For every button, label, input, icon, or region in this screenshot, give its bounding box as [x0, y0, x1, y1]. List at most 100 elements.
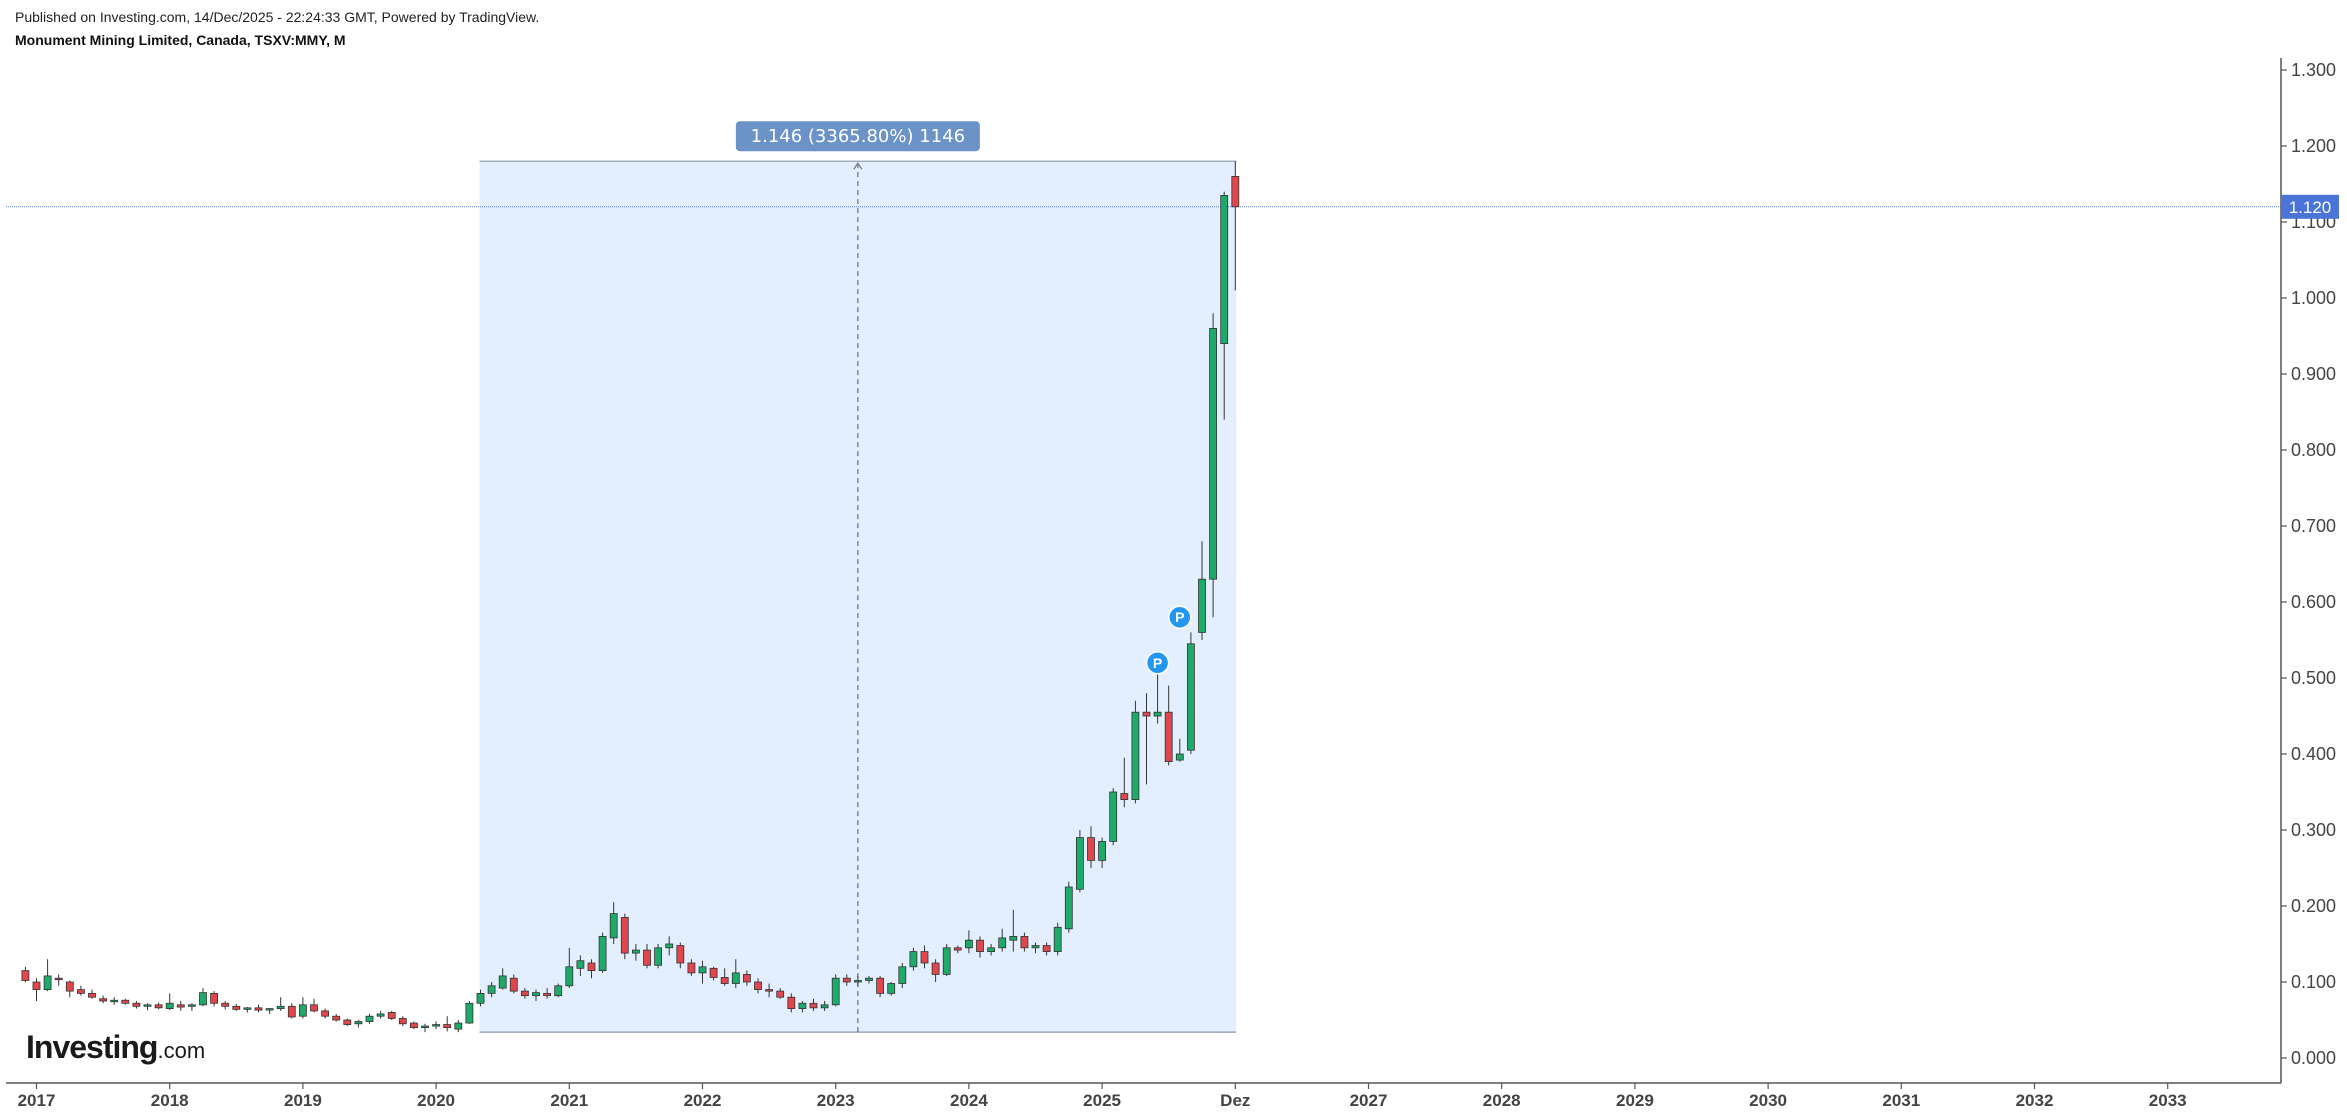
candle-body: [731, 972, 740, 984]
candle: [77, 985, 85, 996]
candle: [99, 995, 107, 1004]
candle-body: [43, 975, 52, 990]
candle-body: [831, 977, 840, 1006]
candle-body: [187, 1004, 196, 1007]
candle-body: [443, 1024, 452, 1029]
candle: [687, 959, 696, 976]
candle-body: [787, 996, 796, 1010]
x-tick-label: Dez: [1220, 1091, 1250, 1110]
candle-body: [343, 1019, 352, 1025]
candle-body: [421, 1025, 429, 1028]
marker-label: P: [1175, 609, 1184, 625]
x-tick-label: 2027: [1350, 1091, 1388, 1110]
candle-body: [221, 1002, 230, 1007]
candle: [132, 1001, 141, 1009]
candle: [1231, 161, 1240, 291]
event-marker: P: [1168, 605, 1192, 629]
candle: [609, 902, 618, 944]
candle: [165, 993, 174, 1011]
investing-logo: Investing.com: [26, 1029, 205, 1066]
candle: [465, 1001, 474, 1024]
candle: [1031, 942, 1040, 954]
candle-body: [532, 992, 540, 997]
y-tick-label: 1.000: [2291, 288, 2336, 308]
y-tick-label: 0.400: [2291, 744, 2336, 764]
candle-body: [165, 1002, 174, 1010]
candle-body: [298, 1004, 307, 1017]
logo-brand: Investing: [26, 1029, 158, 1065]
candle: [376, 1010, 385, 1019]
candle-body: [276, 1005, 285, 1010]
candle: [1087, 826, 1095, 868]
candle-body: [232, 1005, 241, 1010]
candle-body: [687, 962, 696, 974]
x-tick-label: 2031: [1882, 1091, 1920, 1110]
candle: [1076, 830, 1084, 893]
candle-body: [865, 977, 873, 981]
candle-body: [132, 1002, 141, 1007]
candle-body: [332, 1015, 341, 1021]
candle: [554, 983, 563, 998]
candle-body: [665, 943, 674, 949]
candle: [1020, 932, 1029, 952]
candle: [898, 963, 907, 989]
candle: [154, 1002, 163, 1010]
candle-body: [709, 967, 718, 978]
candle-body: [1187, 643, 1195, 751]
candle: [809, 998, 818, 1011]
candle-body: [1175, 753, 1184, 761]
candle-body: [365, 1015, 374, 1022]
candle: [32, 978, 41, 1001]
candle-body: [643, 949, 651, 966]
candle-body: [1020, 936, 1029, 949]
candle-body: [143, 1004, 152, 1007]
candle: [43, 959, 52, 992]
marker-circle: [1145, 651, 1170, 675]
candle-body: [321, 1010, 330, 1017]
candle: [21, 966, 30, 982]
candle: [876, 975, 884, 998]
candle-body: [1198, 578, 1206, 633]
candle: [953, 945, 962, 954]
candle-body: [54, 977, 63, 981]
candle: [743, 970, 751, 986]
candle: [720, 968, 729, 986]
candle-body: [65, 981, 74, 992]
event-marker: P: [1145, 651, 1170, 675]
candle-body: [1087, 837, 1095, 861]
candle-body: [154, 1004, 163, 1009]
candle: [909, 947, 918, 971]
candle: [409, 1021, 418, 1030]
y-tick-label: 0.900: [2291, 364, 2336, 384]
x-tick-label: 2019: [284, 1091, 322, 1110]
candle: [243, 1007, 252, 1013]
candle-body: [609, 913, 618, 939]
candle-body: [265, 1008, 274, 1011]
candle-body: [1231, 175, 1240, 208]
candle-body: [953, 947, 962, 951]
last-price-tag: [2281, 194, 2339, 219]
y-tick-label: 0.800: [2291, 440, 2336, 460]
candle: [765, 983, 773, 998]
candle: [343, 1018, 352, 1027]
candle-body: [1109, 791, 1118, 842]
candle-body: [754, 981, 762, 990]
candle: [887, 982, 896, 996]
candle-body: [99, 998, 107, 1002]
candle-body: [587, 962, 596, 971]
candle-body: [21, 970, 30, 981]
candle: [310, 998, 318, 1013]
candle: [454, 1020, 463, 1033]
candle: [354, 1020, 363, 1028]
measure-arrow-icon: [853, 162, 863, 170]
candle: [676, 942, 685, 969]
measure-label: 1.146 (3365.80%) 1146: [751, 126, 965, 147]
measure-range: 1.146 (3365.80%) 1146: [479, 121, 1237, 1033]
candle-body: [1053, 926, 1062, 953]
candle: [443, 1016, 452, 1032]
candle-body: [354, 1021, 363, 1025]
candle: [387, 1010, 396, 1020]
candle: [587, 959, 596, 979]
